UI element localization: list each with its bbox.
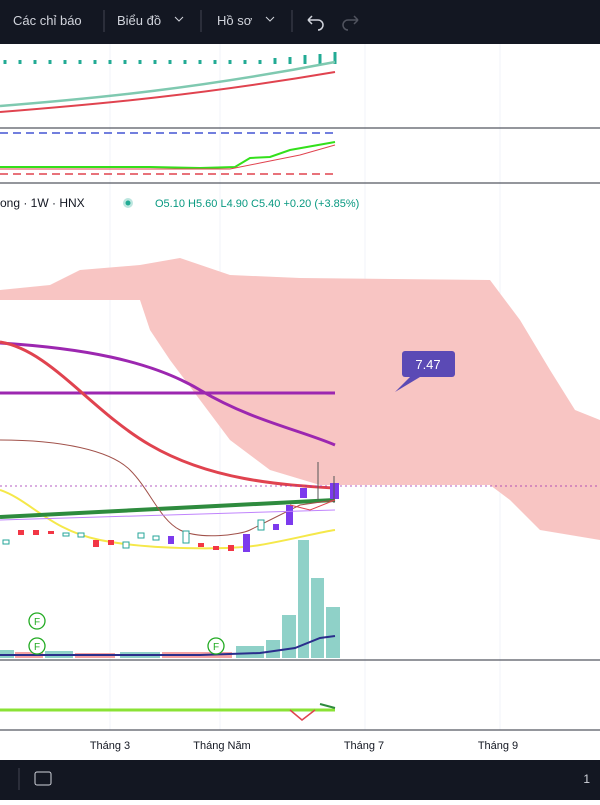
redo-button[interactable] [342, 15, 359, 31]
close: C5.40 [251, 198, 280, 210]
status-text: 1 [583, 772, 590, 786]
main-chart: F F F 7.47 [0, 258, 600, 658]
oscillator-panel [0, 703, 336, 721]
date-range-button[interactable] [34, 771, 52, 786]
toolbar [0, 0, 600, 44]
marker: F [213, 642, 219, 653]
low: L4.90 [220, 198, 248, 210]
open: O5.10 [155, 198, 185, 210]
price-callout: 7.47 [415, 357, 440, 372]
x-axis-label: Tháng 7 [344, 740, 384, 752]
status-dot [125, 200, 131, 206]
profile-button[interactable]: Hồ sơ [217, 13, 253, 28]
x-axis-label: Tháng 3 [90, 740, 130, 752]
chart-button[interactable]: Biểu đồ [117, 13, 161, 28]
symbol-label: ong · 1W · HNX [0, 196, 85, 210]
change: +0.20 (+3.85%) [283, 198, 359, 210]
marker: F [34, 617, 40, 628]
undo-button[interactable] [307, 15, 324, 31]
dropdown-icon [174, 16, 184, 22]
ohlc: O5.10 H5.60 L4.90 C5.40 +0.20 (+3.85%) [155, 198, 359, 210]
indicators-button[interactable]: Các chỉ báo [13, 13, 82, 28]
dropdown-icon [265, 16, 275, 22]
indicator-panel-2 [0, 132, 336, 175]
bottom-bar [0, 760, 600, 800]
x-axis-label: Tháng 9 [478, 740, 518, 752]
marker: F [34, 642, 40, 653]
high: H5.60 [188, 198, 217, 210]
x-axis-label: Tháng Năm [193, 740, 250, 752]
indicator-panel-1 [0, 52, 337, 113]
